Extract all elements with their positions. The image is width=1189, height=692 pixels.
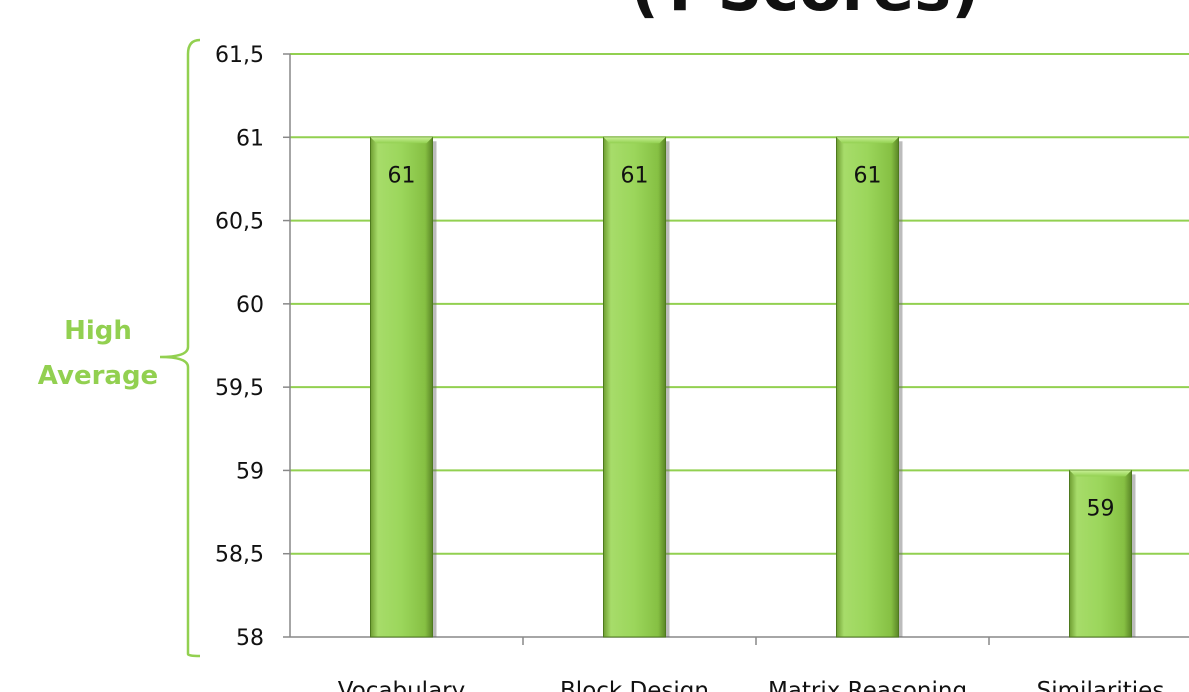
- bar-body: [370, 136, 433, 638]
- y-tick-label: 61: [236, 126, 264, 151]
- chart-title: (T-Scores): [630, 0, 979, 25]
- y-tick-label: 59: [236, 459, 264, 484]
- x-tick-labels: Vocabulary Block Design Matrix Reasoning Si…: [338, 678, 1165, 692]
- bar: [603, 136, 670, 638]
- bar: [836, 136, 903, 638]
- annotation-line1: High: [64, 316, 132, 346]
- y-tick-label: 59,5: [215, 376, 264, 401]
- y-tick-labels: 58 58,5 59 59,5 60 60,5 61 61,5: [215, 43, 264, 651]
- bar-bevel: [836, 137, 899, 144]
- value-label: 61: [388, 163, 416, 188]
- bar-bevel: [1069, 470, 1132, 477]
- bar-bevel: [370, 137, 433, 144]
- value-label: 61: [621, 163, 649, 188]
- y-tick-label: 61,5: [215, 43, 264, 68]
- axes: [283, 53, 1189, 645]
- bar-body: [603, 136, 666, 638]
- x-tick-label: Vocabulary: [338, 678, 466, 692]
- x-tick-label: Matrix Reasoning: [768, 678, 967, 692]
- bar-body: [836, 136, 899, 638]
- bar-body: [1069, 469, 1132, 638]
- gridlines: [290, 53, 1189, 555]
- y-tick-label: 58,5: [215, 543, 264, 568]
- bars: [370, 136, 1136, 638]
- y-tick-label: 58: [236, 626, 264, 651]
- bar-bevel: [603, 137, 666, 144]
- value-label: 61: [854, 163, 882, 188]
- value-label: 59: [1087, 496, 1115, 521]
- brace-icon: [159, 38, 201, 658]
- bar: [1069, 469, 1136, 638]
- x-tick-label: Block Design: [560, 678, 709, 692]
- value-labels: 61 61 61 59: [388, 163, 1115, 521]
- bar: [370, 136, 437, 638]
- x-tick-label: Similarities: [1037, 678, 1165, 692]
- y-tick-label: 60: [236, 293, 264, 318]
- annotation-line2: Average: [38, 361, 158, 391]
- y-tick-label: 60,5: [215, 210, 264, 235]
